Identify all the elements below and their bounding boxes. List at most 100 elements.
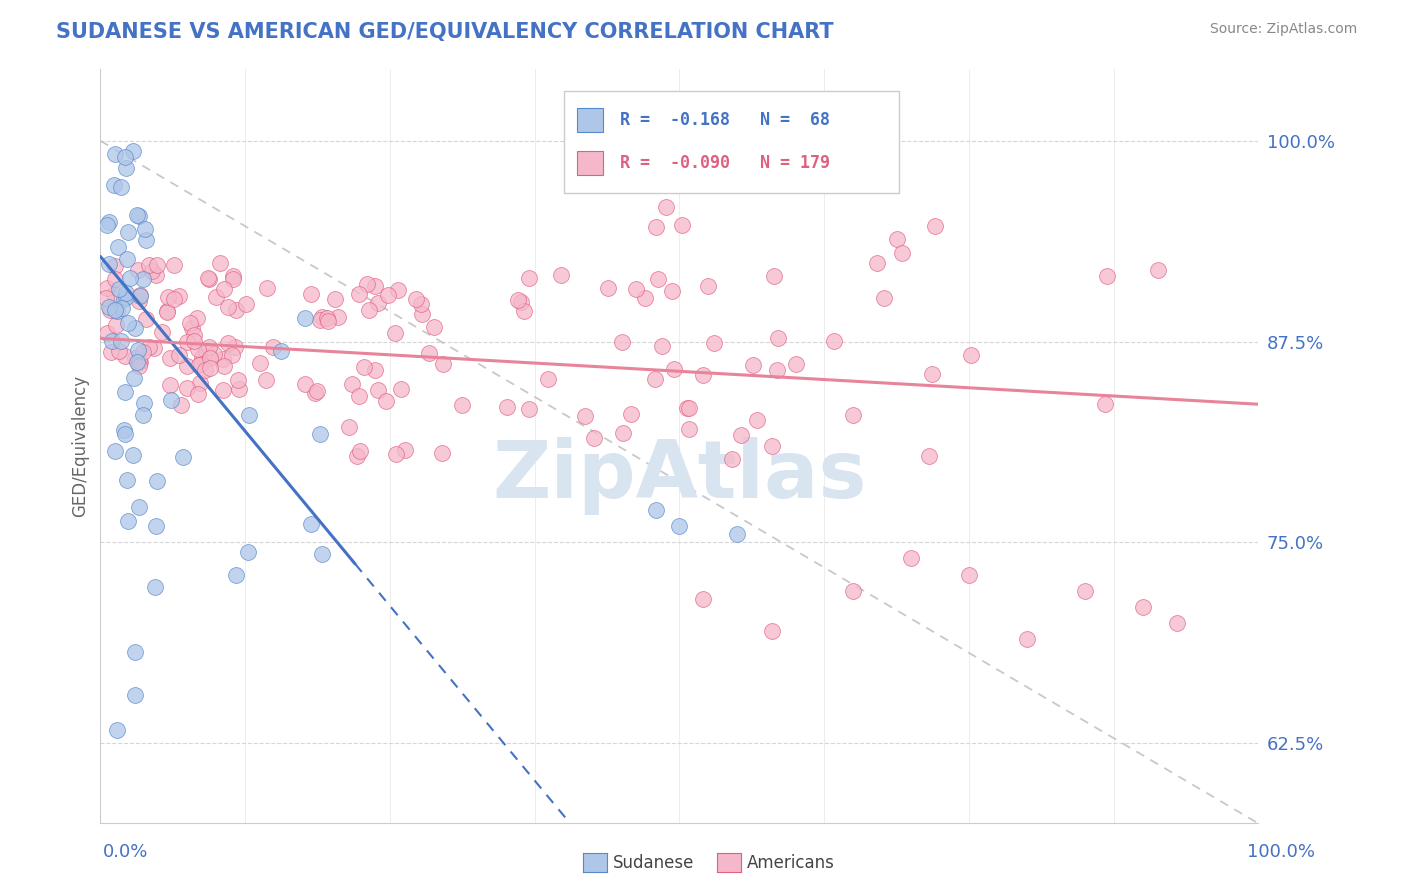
- Point: [212, 383, 235, 397]
- Point: [217, 300, 239, 314]
- Point: [98, 215, 121, 229]
- Point: [1073, 583, 1095, 598]
- Point: [120, 271, 142, 285]
- Point: [311, 547, 333, 561]
- Point: [180, 321, 202, 335]
- Point: [176, 335, 198, 350]
- Point: [132, 344, 155, 359]
- Point: [873, 291, 896, 305]
- Point: [626, 282, 648, 296]
- Point: [96, 326, 118, 340]
- Point: [114, 423, 136, 437]
- Point: [620, 407, 643, 421]
- Point: [176, 381, 198, 395]
- Point: [202, 347, 225, 361]
- Point: [105, 723, 128, 737]
- Point: [309, 313, 332, 327]
- Point: [761, 624, 783, 638]
- Point: [191, 351, 214, 365]
- Point: [299, 516, 322, 531]
- Point: [121, 448, 143, 462]
- Point: [127, 262, 149, 277]
- Point: [117, 226, 139, 240]
- Point: [742, 359, 765, 373]
- Point: [315, 311, 337, 326]
- Point: [254, 373, 277, 387]
- Point: [138, 258, 160, 272]
- Point: [122, 144, 145, 158]
- Point: [364, 362, 387, 376]
- Point: [346, 450, 368, 464]
- Point: [156, 305, 179, 319]
- Point: [157, 290, 180, 304]
- Point: [662, 362, 685, 376]
- Point: [98, 257, 121, 271]
- Point: [104, 271, 127, 285]
- Point: [325, 292, 347, 306]
- Point: [692, 368, 714, 382]
- Point: [141, 264, 163, 278]
- Point: [238, 408, 260, 422]
- Point: [891, 245, 914, 260]
- Point: [198, 341, 221, 355]
- Point: [100, 303, 122, 318]
- Point: [692, 591, 714, 606]
- Point: [150, 325, 173, 339]
- Point: [866, 256, 889, 270]
- Point: [612, 334, 634, 349]
- Point: [900, 551, 922, 566]
- Point: [225, 302, 247, 317]
- Point: [114, 384, 136, 399]
- Point: [644, 372, 666, 386]
- Point: [304, 386, 326, 401]
- Text: ZipAtlas: ZipAtlas: [492, 437, 866, 516]
- Point: [785, 357, 807, 371]
- Point: [167, 289, 190, 303]
- Point: [1094, 397, 1116, 411]
- Point: [574, 409, 596, 423]
- Point: [651, 339, 673, 353]
- Point: [418, 346, 440, 360]
- Point: [145, 268, 167, 283]
- Point: [97, 300, 120, 314]
- Point: [1132, 599, 1154, 614]
- Point: [145, 259, 167, 273]
- Point: [349, 287, 371, 301]
- Point: [236, 545, 259, 559]
- Point: [349, 389, 371, 403]
- Point: [422, 320, 444, 334]
- Text: 100.0%: 100.0%: [1247, 843, 1315, 861]
- Point: [104, 146, 127, 161]
- Point: [364, 278, 387, 293]
- Point: [340, 377, 363, 392]
- Point: [389, 382, 412, 396]
- Point: [197, 271, 219, 285]
- Point: [384, 326, 406, 341]
- Point: [124, 688, 146, 702]
- Point: [221, 268, 243, 283]
- Point: [170, 398, 193, 412]
- Point: [356, 277, 378, 292]
- Point: [598, 281, 620, 295]
- Point: [385, 447, 408, 461]
- Point: [249, 356, 271, 370]
- Point: [517, 401, 540, 416]
- Point: [212, 359, 235, 374]
- Text: 0.0%: 0.0%: [103, 843, 148, 861]
- Point: [125, 355, 148, 369]
- Point: [128, 288, 150, 302]
- Point: [194, 344, 217, 359]
- Point: [108, 343, 131, 358]
- Point: [115, 286, 138, 301]
- Point: [647, 272, 669, 286]
- Point: [155, 304, 177, 318]
- Point: [703, 335, 725, 350]
- Point: [200, 351, 222, 366]
- Point: [128, 293, 150, 308]
- Point: [349, 444, 371, 458]
- Point: [450, 398, 472, 412]
- Point: [353, 359, 375, 374]
- Point: [172, 450, 194, 464]
- Point: [105, 318, 128, 332]
- Point: [307, 384, 329, 399]
